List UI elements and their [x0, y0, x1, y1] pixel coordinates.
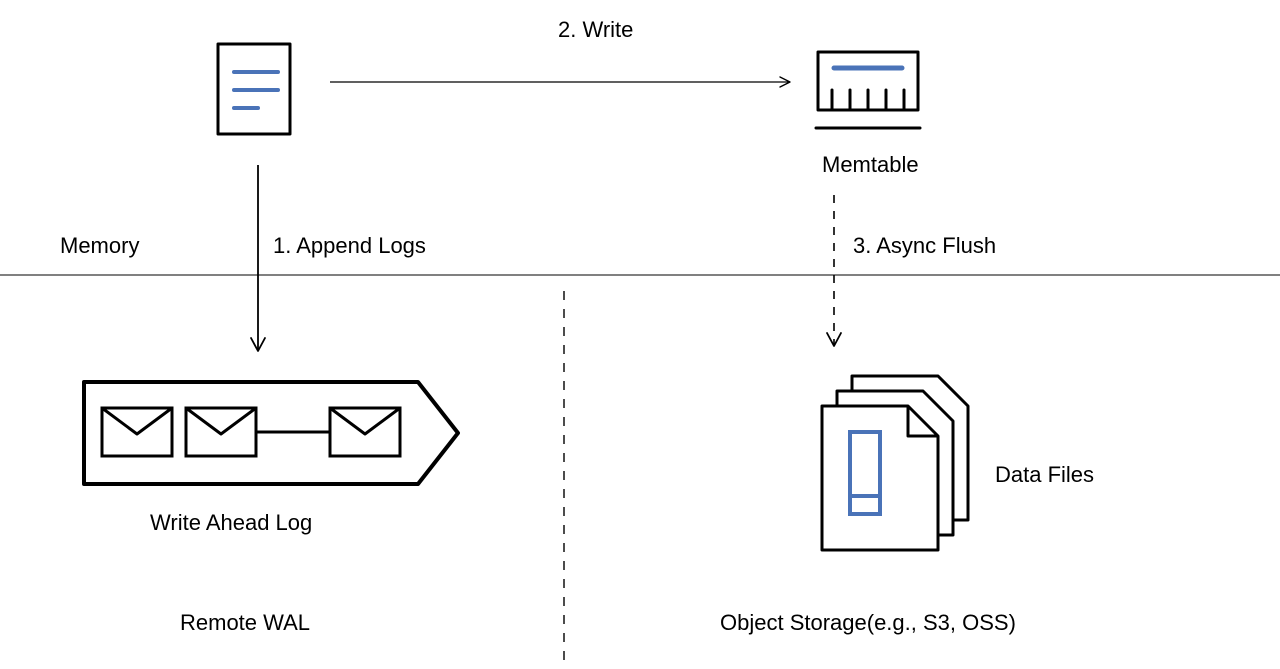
memtable-icon [816, 52, 920, 128]
label-step1: 1. Append Logs [273, 233, 426, 259]
label-object-storage: Object Storage(e.g., S3, OSS) [720, 610, 1016, 636]
label-data-files: Data Files [995, 462, 1094, 488]
label-remote-wal: Remote WAL [180, 610, 310, 636]
label-step2: 2. Write [558, 17, 633, 43]
wal-queue-icon [84, 382, 458, 484]
label-wal: Write Ahead Log [150, 510, 312, 536]
document-icon [218, 44, 290, 134]
label-step3: 3. Async Flush [853, 233, 996, 259]
diagram-canvas [0, 0, 1280, 669]
label-memory: Memory [60, 233, 139, 259]
data-files-icon [822, 376, 968, 550]
label-memtable: Memtable [822, 152, 919, 178]
